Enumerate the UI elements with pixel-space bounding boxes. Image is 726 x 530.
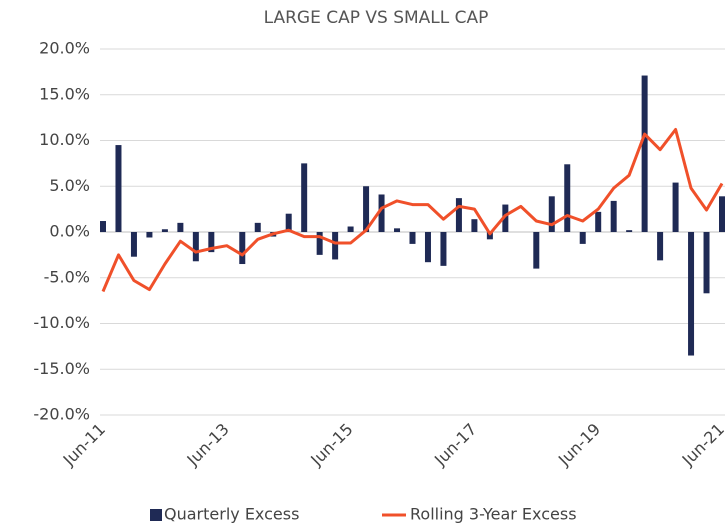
bar: [502, 204, 509, 232]
bar: [301, 163, 308, 232]
y-tick-label: -15.0%: [33, 359, 90, 378]
y-tick-label: -5.0%: [44, 267, 90, 286]
y-tick-label: 0.0%: [49, 222, 90, 241]
bar: [564, 164, 571, 232]
x-tick-label: Jun-13: [183, 420, 233, 470]
bar: [703, 232, 710, 294]
bar: [409, 232, 416, 244]
bar: [285, 213, 292, 232]
bar: [455, 198, 462, 232]
x-tick-label: Jun-15: [306, 420, 356, 470]
bar: [332, 232, 339, 260]
bar: [378, 194, 385, 232]
bar: [424, 232, 431, 263]
legend-label: Quarterly Excess: [164, 505, 299, 524]
bar: [719, 196, 725, 232]
bar: [672, 182, 679, 232]
bar: [146, 232, 153, 238]
bar: [161, 229, 168, 232]
bar: [486, 232, 493, 240]
bar: [657, 232, 664, 261]
bar: [115, 145, 122, 232]
bar: [610, 200, 617, 232]
y-tick-label: -10.0%: [33, 313, 90, 332]
bar: [579, 232, 586, 244]
y-tick-label: 20.0%: [39, 39, 90, 58]
legend-swatch: [150, 509, 162, 521]
bar: [626, 230, 633, 232]
x-tick-label: Jun-17: [430, 420, 480, 470]
x-tick-label: Jun-21: [678, 420, 726, 470]
bar: [177, 222, 184, 232]
line: [101, 128, 724, 293]
bar: [254, 222, 261, 232]
bar: [688, 232, 695, 356]
bar: [192, 232, 199, 262]
bar: [347, 226, 354, 232]
bar: [316, 232, 323, 255]
bar: [471, 219, 478, 232]
bar: [394, 228, 401, 232]
bar: [595, 211, 602, 232]
legend-label: Rolling 3-Year Excess: [410, 505, 577, 524]
x-tick-label: Jun-19: [554, 420, 604, 470]
chart-title: LARGE CAP VS SMALL CAP: [264, 8, 489, 28]
bar: [100, 221, 106, 232]
bar: [548, 196, 555, 232]
bar: [641, 75, 648, 232]
bar: [533, 232, 540, 269]
y-tick-label: 15.0%: [39, 84, 90, 103]
y-tick-label: -20.0%: [33, 405, 90, 424]
bar: [130, 232, 137, 257]
bar: [239, 232, 246, 265]
bar: [208, 232, 215, 253]
bar: [440, 232, 447, 266]
y-tick-label: 10.0%: [39, 130, 90, 149]
x-tick-label: Jun-11: [59, 420, 109, 470]
y-tick-label: 5.0%: [49, 176, 90, 195]
bar: [363, 186, 370, 232]
